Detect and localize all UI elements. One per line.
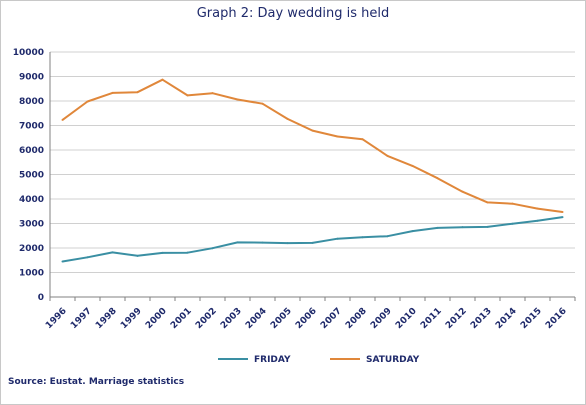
x-tick-label: 2008 (344, 306, 369, 331)
data-point-friday (461, 226, 464, 229)
x-tick-label: 2016 (544, 306, 569, 331)
x-tick-label: 2009 (369, 306, 394, 331)
data-point-saturday (61, 118, 64, 121)
data-point-saturday (536, 207, 539, 210)
data-point-friday (511, 222, 514, 225)
data-point-friday (536, 219, 539, 222)
chart-title: Graph 2: Day wedding is held (196, 6, 390, 21)
legend-label-friday: FRIDAY (254, 355, 291, 365)
y-tick-label: 8000 (19, 97, 44, 107)
data-point-saturday (136, 91, 139, 94)
x-tick-label: 2001 (169, 306, 194, 331)
data-point-friday (211, 247, 214, 250)
data-point-saturday (161, 78, 164, 81)
data-point-saturday (336, 135, 339, 138)
data-point-friday (236, 241, 239, 244)
data-point-friday (361, 236, 364, 239)
x-tick-label: 2000 (144, 306, 169, 331)
data-point-friday (261, 241, 264, 244)
y-tick-label: 1000 (19, 269, 44, 279)
source-note: Source: Eustat. Marriage statistics (8, 377, 185, 387)
x-tick-label: 1999 (119, 306, 144, 331)
data-point-friday (411, 230, 414, 233)
data-point-friday (61, 260, 64, 263)
data-point-friday (86, 256, 89, 259)
y-tick-label: 6000 (19, 146, 44, 156)
x-tick-label: 2014 (494, 306, 519, 331)
x-tick-label: 2005 (269, 306, 294, 331)
x-tick-label: 2013 (469, 306, 494, 331)
y-tick-label: 4000 (19, 195, 44, 205)
legend: FRIDAY SATURDAY (218, 355, 420, 365)
data-point-saturday (236, 98, 239, 101)
data-point-friday (311, 241, 314, 244)
data-point-friday (436, 226, 439, 229)
x-tick-label: 2015 (519, 306, 544, 331)
data-point-saturday (486, 201, 489, 204)
data-point-friday (111, 251, 114, 254)
x-tick-label: 1998 (94, 306, 119, 331)
data-point-saturday (386, 154, 389, 157)
data-point-saturday (86, 100, 89, 103)
series-line-saturday (61, 78, 563, 213)
data-point-friday (136, 254, 139, 257)
data-point-friday (186, 251, 189, 254)
x-tick-label: 1996 (44, 306, 69, 331)
y-tick-labels: 0 1000 2000 3000 4000 5000 6000 7000 8000 9000 100… (13, 48, 44, 303)
y-tick-label: 2000 (19, 244, 44, 254)
x-tick-label: 2003 (219, 306, 244, 331)
data-point-saturday (561, 210, 564, 213)
data-point-saturday (511, 202, 514, 205)
data-point-saturday (286, 117, 289, 120)
data-point-saturday (186, 94, 189, 97)
data-point-saturday (361, 138, 364, 141)
x-tick-label: 2004 (244, 306, 269, 331)
data-point-friday (161, 251, 164, 254)
data-point-saturday (461, 190, 464, 193)
y-tick-label: 3000 (19, 220, 44, 230)
data-point-saturday (411, 164, 414, 167)
grid-lines (50, 51, 575, 273)
data-point-friday (561, 216, 564, 219)
data-point-friday (486, 225, 489, 228)
legend-label-saturday: SATURDAY (366, 355, 420, 365)
x-tick-label: 2010 (394, 306, 419, 331)
data-point-saturday (211, 92, 214, 95)
x-tick-label: 1997 (69, 306, 94, 331)
y-tick-label: 5000 (19, 171, 44, 181)
axes (49, 52, 576, 301)
y-tick-label: 9000 (19, 73, 44, 83)
data-point-saturday (111, 91, 114, 94)
series-lines (61, 78, 564, 263)
x-tick-label: 2006 (294, 306, 319, 331)
x-tick-label: 2002 (194, 306, 219, 331)
data-point-saturday (436, 177, 439, 180)
x-tick-label: 2012 (444, 306, 469, 331)
data-point-saturday (311, 129, 314, 132)
data-point-friday (386, 235, 389, 238)
data-point-saturday (261, 102, 264, 105)
data-point-friday (286, 242, 289, 245)
x-tick-label: 2011 (419, 306, 444, 331)
y-tick-label: 7000 (19, 122, 44, 132)
y-tick-label: 10000 (13, 48, 44, 58)
x-tick-labels: 1996 1997 1998 1999 2000 2001 2002 2003 2004 2005… (44, 306, 569, 331)
x-tick-label: 2007 (319, 306, 344, 331)
y-tick-label: 0 (38, 293, 44, 303)
data-point-friday (336, 237, 339, 240)
